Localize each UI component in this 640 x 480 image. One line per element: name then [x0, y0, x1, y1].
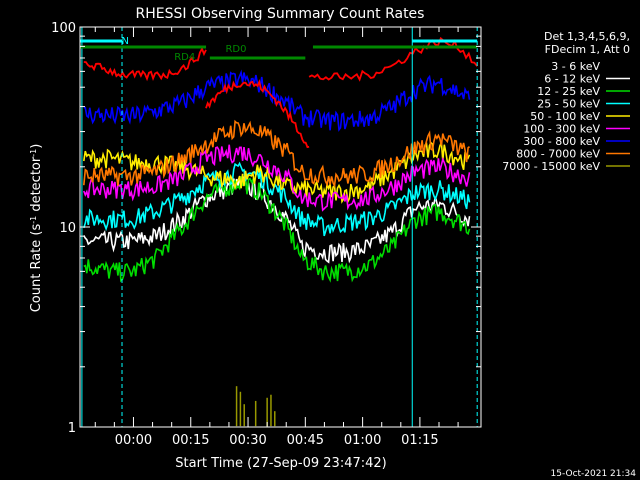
x-tick-label-4: 01:00: [344, 433, 381, 448]
y-tick-label-1: 10: [59, 221, 76, 236]
x-tick-label-5: 01:15: [401, 433, 438, 448]
legend: Det 1,3,4,5,6,9,FDecim 1, Att 0 3 - 6 keV…: [502, 30, 630, 173]
flare-trace-1: [205, 79, 310, 149]
legend-header-0: Det 1,3,4,5,6,9,: [544, 30, 630, 43]
y-axis-label-part1: Count Rate (s: [29, 224, 44, 313]
y-axis-label-part3: ): [29, 144, 44, 149]
legend-label-3: 25 - 50 keV: [537, 98, 600, 111]
legend-label-0: 3 - 6 keV: [551, 60, 600, 73]
series-line-3: [83, 161, 471, 237]
series-line-5: [83, 144, 471, 212]
x-axis-label: Start Time (27-Sep-09 23:47:42): [175, 456, 386, 471]
y-axis-label: Count Rate (s-1 detector-1): [29, 144, 45, 313]
axes: 1 10 100 00:00 00:15 00:30 00:45 01:00 01:15: [51, 21, 482, 448]
y-tick-label-0: 1: [68, 421, 76, 436]
flare-trace-0: [83, 46, 207, 82]
y-tick-label-2: 100: [51, 21, 76, 36]
legend-header-1: FDecim 1, Att 0: [545, 43, 630, 56]
flare-trace-2: [308, 36, 478, 82]
attenuator-label-0: RD4: [174, 52, 195, 63]
y-axis-label-part2: detector: [29, 156, 44, 216]
x-tick-label-0: 00:00: [115, 433, 152, 448]
legend-label-7: 800 - 7000 keV: [516, 148, 600, 161]
series-line-7: [83, 119, 470, 189]
x-tick-label-1: 00:15: [172, 433, 209, 448]
legend-label-8: 7000 - 15000 keV: [502, 160, 600, 173]
date-stamp: 15-Oct-2021 21:34: [551, 469, 637, 479]
attenuator-label-1: RD0: [225, 44, 246, 55]
night-label: N: [121, 36, 128, 47]
plot-frame: [79, 26, 482, 428]
legend-label-6: 300 - 800 keV: [523, 135, 600, 148]
y-axis-label-sup1: -1: [29, 216, 38, 224]
series-line-2: [83, 176, 471, 283]
series-line-1: [83, 175, 471, 264]
chart-title: RHESSI Observing Summary Count Rates: [136, 6, 425, 22]
x-tick-label-3: 00:45: [287, 433, 324, 448]
series-line-6: [83, 69, 471, 132]
legend-label-4: 50 - 100 keV: [530, 110, 600, 123]
legend-label-5: 100 - 300 keV: [523, 123, 600, 136]
plot-area: N RD4 RD0: [80, 27, 478, 427]
y-axis-label-sup2: -1: [29, 149, 38, 157]
legend-label-1: 6 - 12 keV: [544, 73, 600, 86]
legend-label-2: 12 - 25 keV: [537, 85, 600, 98]
x-tick-label-2: 00:30: [229, 433, 266, 448]
